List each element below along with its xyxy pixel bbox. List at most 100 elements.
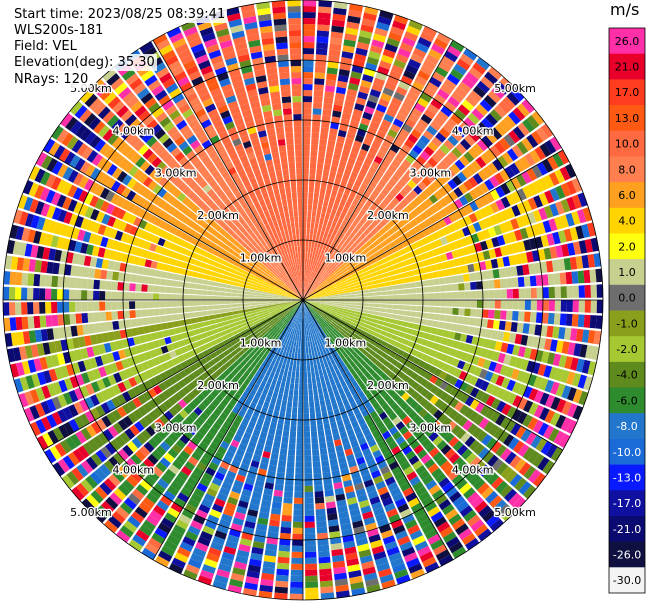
- range-gate: [324, 287, 331, 292]
- range-gate: [88, 267, 96, 278]
- range-gate: [214, 313, 221, 319]
- range-gate: [343, 308, 350, 313]
- range-gate: [434, 300, 441, 307]
- range-gate: [315, 326, 320, 333]
- range-gate: [159, 315, 167, 323]
- range-gate: [325, 79, 336, 87]
- range-gate: [368, 243, 376, 251]
- range-gate: [386, 308, 393, 314]
- range-gate: [548, 172, 560, 186]
- range-gate: [587, 222, 596, 237]
- range-gate: [524, 311, 531, 323]
- range-gate: [306, 290, 311, 296]
- range-gate: [480, 380, 490, 392]
- range-gate: [267, 357, 273, 365]
- range-gate: [308, 316, 312, 323]
- range-gate: [523, 347, 532, 359]
- range-gate: [147, 276, 155, 285]
- range-gate: [341, 51, 354, 59]
- range-gate: [374, 231, 382, 239]
- range-gate: [506, 193, 516, 206]
- range-gate: [329, 312, 336, 317]
- range-gate: [335, 269, 342, 275]
- range-gate: [541, 351, 550, 364]
- range-gate: [329, 43, 342, 51]
- range-gate: [223, 507, 235, 517]
- range-gate: [332, 290, 339, 294]
- range-gate: [325, 306, 332, 309]
- range-gate: [405, 154, 416, 164]
- range-gate: [201, 284, 209, 290]
- range-gate: [319, 305, 326, 309]
- range-gate: [316, 30, 330, 38]
- range-gate: [537, 222, 546, 235]
- range-gate: [444, 448, 456, 460]
- range-gate: [254, 448, 263, 457]
- range-gate: [312, 120, 321, 127]
- range-gate: [357, 494, 368, 503]
- range-gate: [282, 509, 292, 516]
- range-gate: [203, 493, 216, 503]
- range-gate: [405, 203, 415, 213]
- range-gate: [329, 365, 335, 373]
- range-gate: [494, 212, 504, 224]
- range-gate: [452, 495, 466, 508]
- range-gate: [431, 43, 445, 55]
- range-gate: [394, 497, 407, 508]
- range-gate: [559, 313, 567, 326]
- range-gate: [344, 546, 357, 555]
- range-gate: [123, 310, 130, 319]
- range-gate: [422, 412, 433, 423]
- range-gate: [209, 319, 217, 325]
- range-gate: [306, 329, 309, 336]
- range-gate: [310, 278, 314, 284]
- range-gate: [310, 308, 315, 314]
- range-gate: [511, 204, 521, 217]
- range-gate: [309, 329, 313, 336]
- range-gate: [231, 485, 242, 494]
- range-gate: [334, 279, 341, 284]
- range-gate: [339, 255, 346, 262]
- range-gate: [207, 514, 220, 525]
- range-gate: [515, 216, 525, 228]
- range-gate: [51, 314, 59, 327]
- range-gate: [171, 314, 179, 321]
- range-gate: [349, 508, 361, 517]
- range-gate: [561, 401, 572, 416]
- range-gate: [427, 533, 441, 545]
- range-gate: [368, 146, 379, 156]
- range-gate: [548, 428, 560, 442]
- range-gate: [509, 455, 522, 469]
- range-gate: [415, 311, 423, 318]
- range-gate: [402, 338, 410, 346]
- range-gate: [420, 423, 431, 433]
- range-gate: [277, 335, 282, 342]
- range-gate: [434, 201, 444, 211]
- range-gate: [334, 197, 341, 205]
- range-gate: [362, 511, 374, 520]
- range-gate: [452, 291, 459, 299]
- range-gate: [135, 275, 143, 284]
- range-gate: [313, 192, 320, 200]
- range-gate: [315, 48, 328, 56]
- range-gate: [281, 515, 292, 522]
- range-gate: [500, 417, 511, 430]
- range-gate: [504, 166, 516, 179]
- range-gate: [312, 259, 316, 266]
- range-gate: [307, 283, 311, 290]
- range-gate: [426, 234, 435, 243]
- range-gate: [286, 326, 291, 333]
- range-gate: [577, 270, 585, 284]
- range-gate: [428, 194, 439, 204]
- range-gate: [316, 162, 324, 170]
- range-gate: [378, 334, 386, 341]
- range-gate: [311, 216, 316, 223]
- range-gate: [364, 320, 372, 326]
- range-gate: [433, 409, 443, 420]
- range-gate: [469, 439, 481, 452]
- range-gate: [352, 365, 360, 373]
- range-gate: [318, 286, 324, 291]
- range-gate: [283, 491, 293, 498]
- range-gate: [265, 543, 278, 551]
- range-gate: [292, 322, 296, 329]
